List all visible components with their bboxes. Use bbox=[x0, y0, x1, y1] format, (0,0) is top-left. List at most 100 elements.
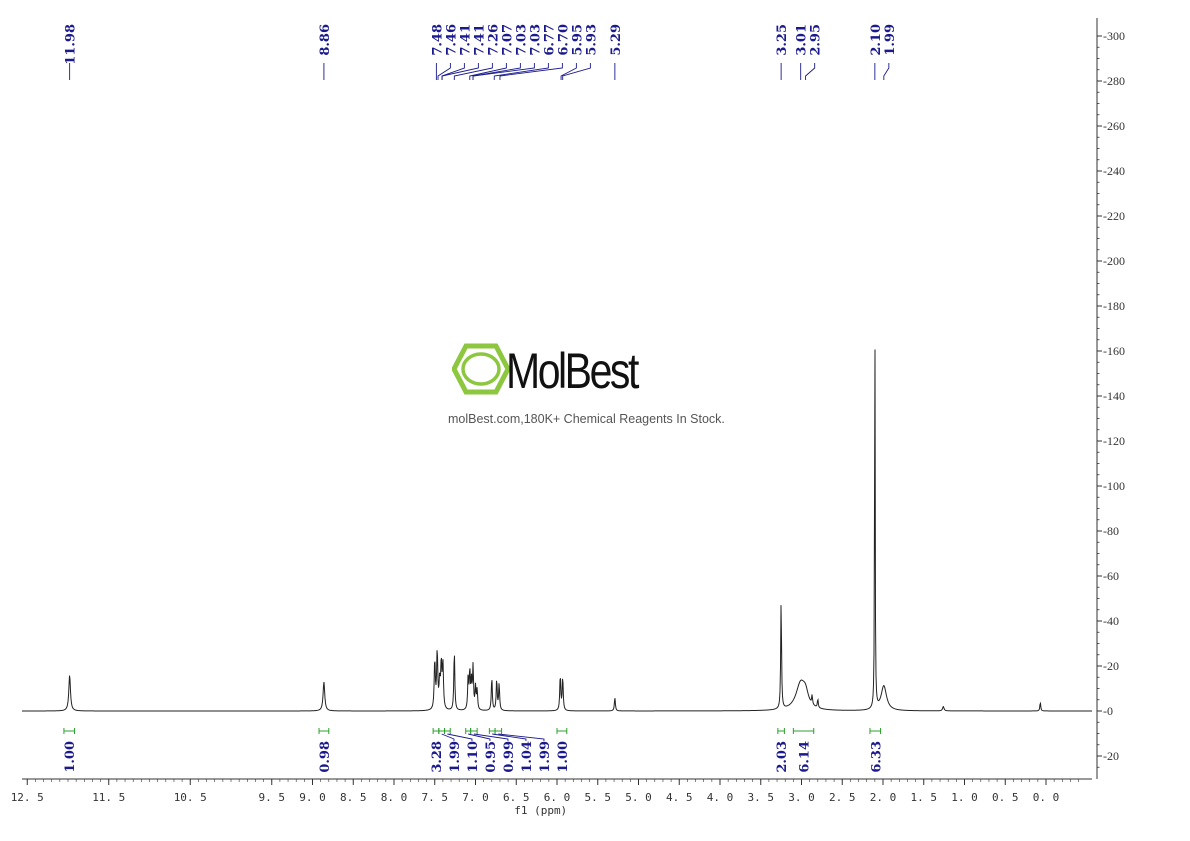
integral-group: 1.00 0.98 3.28 1.99 1.10 0.95 0.99 1.04 1.99 1.00… bbox=[63, 728, 884, 773]
peak-label-connector bbox=[472, 63, 535, 80]
peak-label: 7.41 bbox=[458, 24, 473, 56]
x-tick-label: 9. 5 bbox=[259, 791, 286, 804]
x-tick-label: 7. 5 bbox=[422, 791, 449, 804]
x-tick-label: 2. 0 bbox=[870, 791, 897, 804]
peak-label: 1.99 bbox=[883, 24, 898, 56]
peak-label: 5.95 bbox=[570, 24, 585, 56]
peak-label: 3.01 bbox=[795, 24, 810, 56]
integral-value: 6.33 bbox=[869, 741, 884, 773]
x-tick-label: 5. 0 bbox=[625, 791, 652, 804]
x-tick-label: 1. 0 bbox=[951, 791, 978, 804]
integral-connector bbox=[441, 733, 455, 741]
y-tick-label: -260 bbox=[1103, 119, 1125, 133]
watermark: MolBest molBest.com,180K+ Chemical Reage… bbox=[448, 340, 748, 440]
y-tick-label: -160 bbox=[1103, 344, 1125, 358]
x-tick-label: 5. 5 bbox=[585, 791, 612, 804]
peak-label-connector bbox=[469, 63, 507, 80]
peak-label: 7.46 bbox=[444, 24, 459, 56]
y-tick-label: -80 bbox=[1103, 524, 1119, 538]
y-tick-label: -140 bbox=[1103, 389, 1125, 403]
y-tick-label: -180 bbox=[1103, 299, 1125, 313]
peak-label: 11.98 bbox=[64, 24, 79, 65]
peak-label-connector bbox=[441, 63, 479, 80]
x-tick-label: 1. 5 bbox=[911, 791, 938, 804]
y-tick-label: -240 bbox=[1103, 164, 1125, 178]
y-tick-label: -200 bbox=[1103, 254, 1125, 268]
integral-value: 6.14 bbox=[798, 741, 813, 773]
x-tick-label: 6. 5 bbox=[503, 791, 530, 804]
y-tick-label: -0 bbox=[1103, 704, 1113, 718]
peak-label-connector bbox=[562, 63, 591, 80]
integral-value: 1.99 bbox=[538, 741, 553, 773]
x-tick-label: 0. 0 bbox=[1033, 791, 1060, 804]
integral-value: 1.10 bbox=[466, 741, 481, 773]
integral-value: 1.04 bbox=[520, 741, 535, 773]
watermark-brand-name: MolBest bbox=[506, 343, 639, 399]
x-tick-label: 4. 0 bbox=[707, 791, 734, 804]
x-tick-label: 3. 0 bbox=[788, 791, 815, 804]
integral-value: 3.28 bbox=[430, 741, 445, 773]
peak-label: 7.41 bbox=[472, 24, 487, 56]
x-tick-label: 8. 0 bbox=[381, 791, 408, 804]
x-tick-label: 2. 5 bbox=[829, 791, 856, 804]
peak-label: 7.48 bbox=[430, 24, 445, 56]
y-tick-label: -40 bbox=[1103, 614, 1119, 628]
spectrum-line bbox=[22, 349, 1092, 712]
peak-label: 2.10 bbox=[869, 24, 884, 56]
integral-value: 1.00 bbox=[63, 741, 78, 773]
peak-label: 8.86 bbox=[318, 24, 333, 56]
peak-label: 3.25 bbox=[775, 24, 790, 56]
x-tick-label: 0. 5 bbox=[992, 791, 1019, 804]
x-axis: 12. 5 11. 5 10. 5 9. 5 9. 0 8. 5 8. 0 7. 5 7. 0 6… bbox=[11, 778, 1092, 804]
peak-label-group: 11.98 8.86 7.48 7.46 7.41 7.41 7.26 7.07 7.03 7.0… bbox=[64, 24, 898, 80]
peak-label-connector bbox=[472, 63, 521, 80]
y-tick-label: -300 bbox=[1103, 29, 1125, 43]
x-tick-label: 11. 5 bbox=[92, 791, 125, 804]
integral-connector bbox=[468, 733, 491, 741]
integral-connector bbox=[447, 733, 473, 741]
x-tick-label: 6. 0 bbox=[544, 791, 571, 804]
y-tick-label: -100 bbox=[1103, 479, 1125, 493]
y-tick-label: -20 bbox=[1103, 659, 1119, 673]
peak-label: 5.29 bbox=[609, 24, 624, 56]
peak-label: 7.03 bbox=[514, 24, 529, 56]
integral-value: 0.98 bbox=[318, 741, 333, 773]
peak-label-connector bbox=[453, 63, 493, 80]
integral-value: 0.95 bbox=[484, 741, 499, 773]
peak-label-connector bbox=[493, 63, 549, 80]
peak-label-connector bbox=[805, 63, 816, 80]
peak-label-connector bbox=[560, 63, 577, 80]
x-tick-label: 3. 5 bbox=[748, 791, 775, 804]
molbest-logo-icon bbox=[452, 343, 510, 395]
peak-label: 2.95 bbox=[809, 24, 824, 56]
integral-value: 2.03 bbox=[775, 741, 790, 773]
watermark-tagline: molBest.com,180K+ Chemical Reagents In S… bbox=[448, 412, 725, 426]
x-tick-label: 12. 5 bbox=[11, 791, 44, 804]
y-tick-label: -120 bbox=[1103, 434, 1125, 448]
x-axis-title: f1 (ppm) bbox=[514, 804, 567, 817]
y-tick-label: -220 bbox=[1103, 209, 1125, 223]
integral-value: 1.00 bbox=[556, 741, 571, 773]
integral-connector bbox=[498, 733, 545, 741]
x-tick-label: 10. 5 bbox=[174, 791, 207, 804]
x-tick-label: 7. 0 bbox=[462, 791, 489, 804]
integral-connector bbox=[473, 733, 509, 741]
peak-label: 7.03 bbox=[528, 24, 543, 56]
y-tick-label: -60 bbox=[1103, 569, 1119, 583]
y-axis: -300 -280 -260 -240 -220 -200 -180 -160 -140 -120… bbox=[1096, 18, 1125, 779]
peak-label: 6.70 bbox=[556, 24, 571, 56]
peak-label: 6.77 bbox=[542, 24, 557, 56]
x-tick-label: 9. 0 bbox=[299, 791, 326, 804]
peak-label: 7.07 bbox=[500, 24, 515, 56]
peak-label-connector bbox=[883, 63, 890, 80]
integral-value: 0.99 bbox=[502, 741, 517, 773]
x-tick-label: 8. 5 bbox=[340, 791, 367, 804]
y-tick-label: -280 bbox=[1103, 74, 1125, 88]
x-tick-label: 4. 5 bbox=[666, 791, 693, 804]
y-tick-label: -20 bbox=[1103, 749, 1119, 763]
integral-connector bbox=[492, 733, 527, 741]
peak-label-connector bbox=[499, 63, 563, 80]
integral-value: 1.99 bbox=[448, 741, 463, 773]
peak-label-connector bbox=[437, 63, 451, 80]
peak-label: 7.26 bbox=[486, 24, 501, 56]
